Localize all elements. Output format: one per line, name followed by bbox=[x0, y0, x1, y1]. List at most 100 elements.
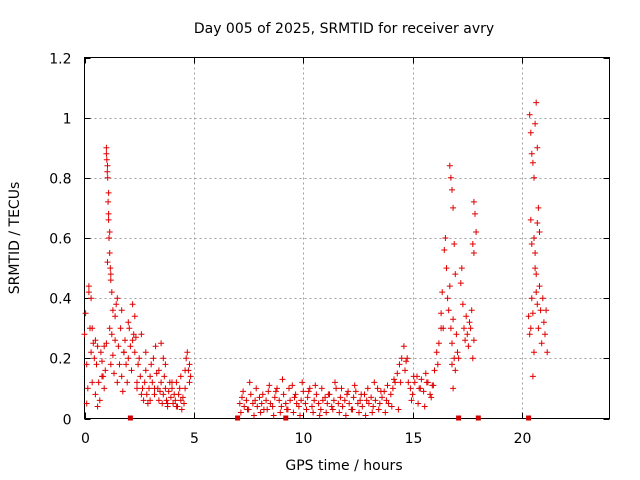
x-tick-label: 0 bbox=[81, 431, 90, 447]
x-tick-label: 20 bbox=[514, 431, 532, 447]
data-point bbox=[184, 349, 191, 356]
data-point bbox=[527, 216, 534, 223]
data-point bbox=[457, 280, 464, 287]
data-point bbox=[251, 412, 257, 419]
data-point bbox=[374, 385, 381, 392]
data-point bbox=[529, 373, 536, 380]
data-point bbox=[316, 412, 323, 419]
data-point bbox=[277, 409, 284, 416]
data-point bbox=[376, 400, 383, 407]
data-point bbox=[286, 385, 292, 392]
data-point bbox=[271, 394, 278, 401]
data-point bbox=[387, 391, 394, 398]
data-point bbox=[439, 289, 446, 296]
data-point bbox=[449, 340, 455, 347]
data-point bbox=[345, 388, 352, 395]
data-point bbox=[535, 325, 542, 332]
data-point bbox=[85, 289, 92, 296]
data-point bbox=[402, 367, 408, 374]
data-point bbox=[165, 388, 172, 395]
data-point bbox=[300, 388, 307, 395]
data-point bbox=[169, 379, 175, 386]
data-point bbox=[339, 403, 346, 410]
data-point bbox=[323, 409, 330, 416]
data-point bbox=[99, 358, 105, 365]
data-point bbox=[441, 247, 448, 253]
data-point bbox=[526, 111, 533, 118]
data-point bbox=[427, 391, 434, 398]
gap-marker bbox=[526, 415, 532, 421]
data-point bbox=[392, 379, 399, 386]
data-point bbox=[88, 295, 95, 302]
data-point bbox=[336, 409, 343, 416]
data-point bbox=[149, 379, 156, 386]
y-tick-label: 1.2 bbox=[49, 52, 71, 68]
data-point bbox=[529, 310, 536, 317]
data-point bbox=[464, 331, 471, 338]
data-point bbox=[264, 406, 271, 413]
data-point bbox=[116, 361, 123, 368]
data-point bbox=[444, 295, 451, 302]
data-point bbox=[538, 340, 545, 347]
data-point bbox=[446, 162, 453, 169]
data-point bbox=[127, 343, 134, 350]
data-point bbox=[135, 361, 142, 368]
data-point bbox=[246, 379, 253, 386]
data-point bbox=[157, 388, 163, 395]
data-point bbox=[115, 343, 122, 350]
data-point bbox=[139, 385, 146, 392]
data-point bbox=[535, 204, 542, 211]
data-point bbox=[169, 385, 175, 392]
data-point bbox=[350, 394, 357, 401]
data-point bbox=[186, 379, 193, 386]
data-point bbox=[528, 150, 535, 157]
data-point bbox=[428, 394, 435, 401]
data-point bbox=[81, 331, 88, 338]
data-point bbox=[107, 271, 114, 278]
data-point bbox=[155, 397, 162, 404]
data-point bbox=[459, 301, 466, 308]
data-point bbox=[534, 144, 541, 151]
data-point bbox=[147, 397, 154, 404]
data-point bbox=[104, 259, 111, 266]
data-point bbox=[94, 403, 101, 410]
data-point bbox=[363, 397, 370, 404]
data-point bbox=[372, 397, 379, 404]
x-tick-label: 10 bbox=[295, 431, 313, 447]
data-point bbox=[383, 397, 390, 404]
data-point bbox=[276, 397, 283, 404]
data-point bbox=[280, 391, 287, 398]
data-point bbox=[534, 301, 541, 308]
data-point bbox=[113, 301, 120, 308]
data-point bbox=[112, 313, 119, 320]
data-point bbox=[172, 397, 179, 404]
data-point bbox=[310, 409, 317, 416]
data-point bbox=[161, 373, 168, 380]
data-point bbox=[525, 313, 532, 320]
data-point bbox=[306, 385, 313, 392]
data-point bbox=[539, 295, 546, 302]
data-point bbox=[287, 397, 294, 404]
data-point bbox=[377, 388, 384, 395]
y-tick-label: 0.6 bbox=[49, 232, 71, 248]
data-point bbox=[312, 382, 319, 389]
data-point bbox=[302, 400, 309, 407]
data-point bbox=[278, 403, 285, 410]
data-point bbox=[362, 412, 369, 419]
data-point bbox=[183, 355, 190, 362]
data-point bbox=[118, 373, 125, 380]
data-point bbox=[442, 235, 449, 241]
data-point bbox=[182, 385, 189, 392]
data-point bbox=[388, 403, 395, 410]
data-point bbox=[82, 310, 89, 317]
data-point bbox=[279, 376, 286, 383]
data-point bbox=[472, 210, 478, 217]
data-point bbox=[351, 382, 358, 389]
data-point bbox=[237, 409, 244, 416]
data-point bbox=[528, 241, 535, 247]
data-point bbox=[466, 319, 473, 326]
data-point bbox=[160, 391, 167, 398]
data-point bbox=[532, 265, 539, 272]
data-point bbox=[125, 319, 132, 326]
data-point bbox=[186, 361, 193, 368]
